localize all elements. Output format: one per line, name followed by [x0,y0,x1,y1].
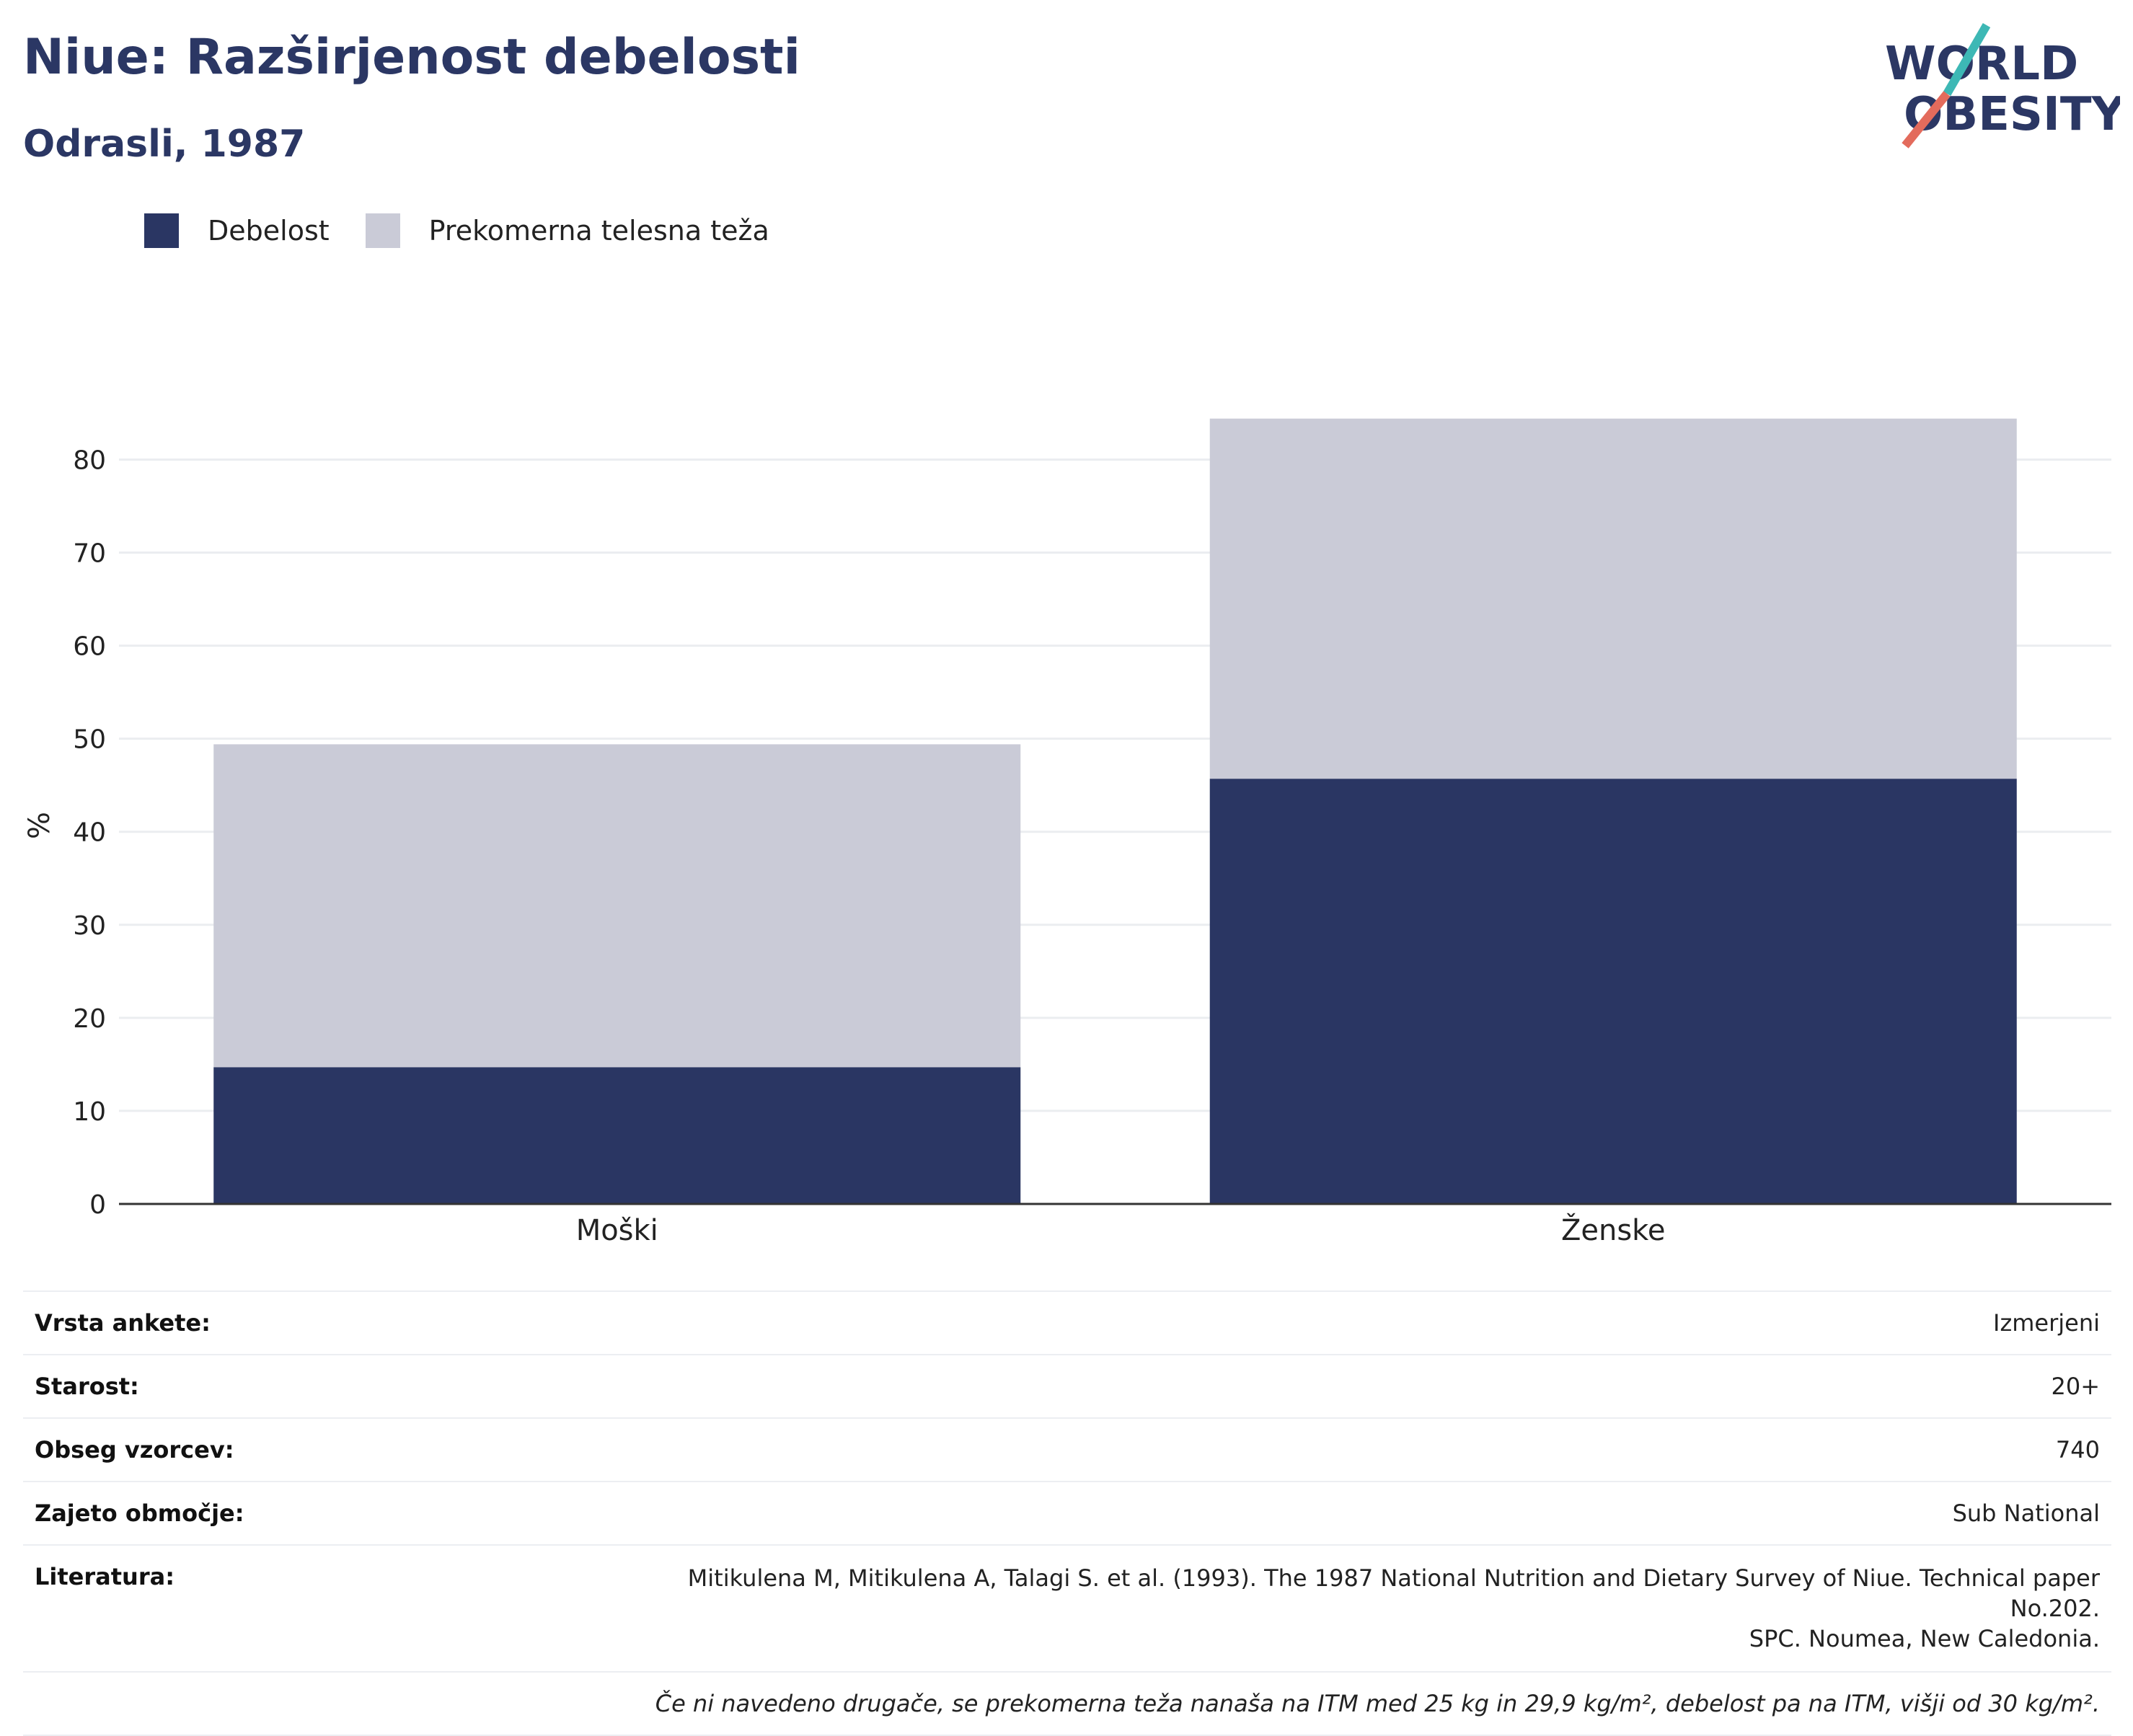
info-value: 740 [2055,1436,2100,1463]
y-tick-label: 0 [89,1190,106,1220]
y-tick-label: 80 [73,446,106,475]
bar-overweight [213,744,1021,1068]
bar-obesity [1209,779,2017,1204]
legend-label-obesity: Debelost [208,215,330,247]
definition-note: Če ni navedeno drugače, se prekomerna te… [23,1671,2111,1736]
world-obesity-logo: WORLD OBESITY [1885,22,2120,149]
logo-text-world: WORLD [1885,37,2078,91]
info-value: 20+ [2051,1373,2100,1400]
info-key: Obseg vzorcev: [35,1436,234,1463]
info-row-reference: Literatura: Mitikulena M, Mitikulena A, … [23,1544,2111,1671]
legend-swatch-overweight [365,213,400,248]
info-rows: Vrsta ankete: Izmerjeni Starost: 20+ Obseg v… [23,1290,2111,1544]
info-row: Zajeto območje: Sub National [23,1481,2111,1544]
legend-item-obesity[interactable]: Debelost [144,213,330,248]
info-row: Starost: 20+ [23,1354,2111,1417]
y-tick-label: 40 [73,818,106,848]
x-tick-label: Ženske [1561,1213,1666,1247]
survey-info-table: Vrsta ankete: Izmerjeni Starost: 20+ Obseg v… [23,1290,2111,1736]
info-key-reference: Literatura: [35,1563,175,1590]
info-key: Vrsta ankete: [35,1309,211,1337]
y-tick-label: 10 [73,1097,106,1127]
logo-slash-teal [1943,22,1991,97]
info-key: Starost: [35,1373,139,1400]
chart-subtitle: Odrasli, 1987 [23,123,306,166]
reference-line-1: Mitikulena M, Mitikulena A, Talagi S. et… [687,1564,2100,1622]
chart-title: Niue: Razširjenost debelosti [23,29,800,86]
reference-line-2: SPC. Noumea, New Caledonia. [1749,1625,2100,1652]
legend-label-overweight: Prekomerna telesna teža [428,215,769,247]
y-tick-label: 20 [73,1004,106,1034]
logo-slash-coral [1902,91,1951,149]
stacked-bar-chart: 0 10 20 30 40 50 60 70 80% Moški Ženske [23,418,2111,1247]
y-tick-label: 30 [73,911,106,941]
y-tick-label: 60 [73,632,106,662]
bar-overweight [1209,418,2017,779]
info-value: Sub National [1952,1500,2100,1527]
chart-legend: Debelost Prekomerna telesna teža [144,213,805,248]
bar-obesity [213,1067,1021,1204]
y-tick-label: 50 [73,725,106,755]
info-value: Izmerjeni [1993,1309,2100,1337]
info-row: Obseg vzorcev: 740 [23,1417,2111,1481]
info-value-reference: Mitikulena M, Mitikulena A, Talagi S. et… [658,1563,2100,1654]
legend-swatch-obesity [144,213,179,248]
y-axis-label: % [23,812,56,839]
x-tick-label: Moški [576,1214,658,1247]
info-row: Vrsta ankete: Izmerjeni [23,1290,2111,1354]
y-tick-label: 70 [73,539,106,569]
info-key: Zajeto območje: [35,1500,244,1527]
legend-item-overweight[interactable]: Prekomerna telesna teža [365,213,769,248]
